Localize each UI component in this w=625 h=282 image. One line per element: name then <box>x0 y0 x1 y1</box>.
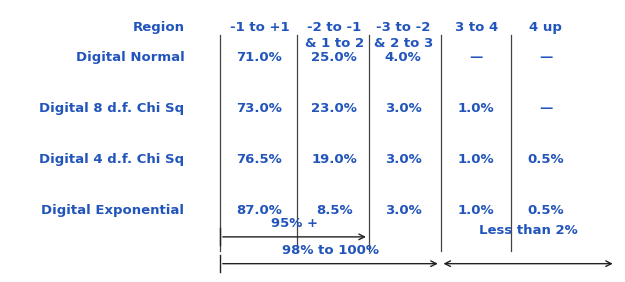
Text: 23.0%: 23.0% <box>311 102 358 115</box>
Text: Digital 4 d.f. Chi Sq: Digital 4 d.f. Chi Sq <box>39 153 184 166</box>
Text: Digital Normal: Digital Normal <box>76 51 184 64</box>
Text: 73.0%: 73.0% <box>236 102 282 115</box>
Text: 1.0%: 1.0% <box>458 204 494 217</box>
Text: Digital 8 d.f. Chi Sq: Digital 8 d.f. Chi Sq <box>39 102 184 115</box>
Text: 8.5%: 8.5% <box>316 204 352 217</box>
Text: 76.5%: 76.5% <box>236 153 282 166</box>
Text: 19.0%: 19.0% <box>311 153 358 166</box>
Text: 98% to 100%: 98% to 100% <box>282 244 379 257</box>
Text: 1.0%: 1.0% <box>458 102 494 115</box>
Text: 0.5%: 0.5% <box>528 153 564 166</box>
Text: 4.0%: 4.0% <box>385 51 421 64</box>
Text: —: — <box>539 51 552 64</box>
Text: Region: Region <box>132 21 184 34</box>
Text: 1.0%: 1.0% <box>458 153 494 166</box>
Text: Digital Exponential: Digital Exponential <box>41 204 184 217</box>
Text: 3 to 4: 3 to 4 <box>454 21 498 34</box>
Text: -3 to -2
& 2 to 3: -3 to -2 & 2 to 3 <box>374 21 432 50</box>
Text: 4 up: 4 up <box>529 21 562 34</box>
Text: —: — <box>469 51 483 64</box>
Text: 87.0%: 87.0% <box>236 204 282 217</box>
Text: 25.0%: 25.0% <box>311 51 358 64</box>
Text: 95% +: 95% + <box>271 217 318 230</box>
Text: 3.0%: 3.0% <box>385 204 421 217</box>
Text: -2 to -1
& 1 to 2: -2 to -1 & 1 to 2 <box>305 21 364 50</box>
Text: 71.0%: 71.0% <box>236 51 282 64</box>
Text: Less than 2%: Less than 2% <box>479 224 578 237</box>
Text: 3.0%: 3.0% <box>385 102 421 115</box>
Text: 3.0%: 3.0% <box>385 153 421 166</box>
Text: —: — <box>539 102 552 115</box>
Text: -1 to +1: -1 to +1 <box>229 21 289 34</box>
Text: 0.5%: 0.5% <box>528 204 564 217</box>
